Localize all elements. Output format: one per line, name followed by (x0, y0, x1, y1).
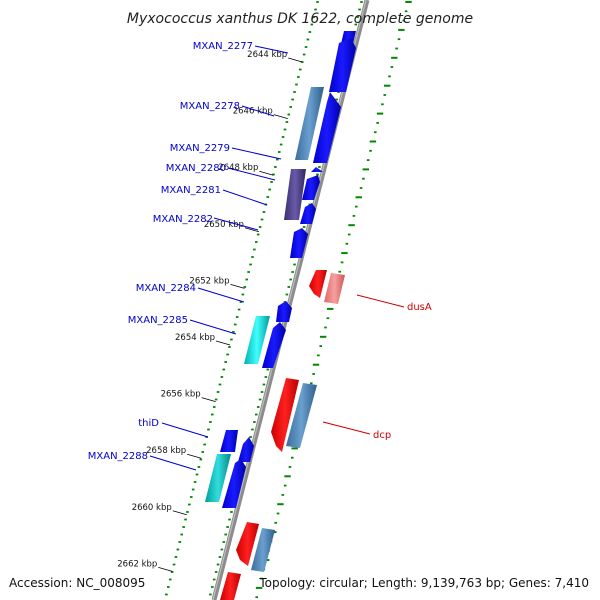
gene-mxan-2283[interactable] (290, 228, 308, 258)
gene-mxan-2288[interactable] (222, 459, 246, 508)
gene-mxan-2281-purple[interactable] (284, 169, 306, 220)
accession-text: Accession: NC_008095 (9, 576, 145, 590)
gene-thid[interactable] (220, 430, 238, 452)
kbp-tick (259, 170, 274, 176)
genome-summary: Topology: circular; Length: 9,139,763 bp… (258, 576, 589, 590)
kbp-label: 2654 kbp (175, 333, 215, 343)
tick-ring-left (165, 1, 319, 596)
forward-genes (205, 31, 356, 508)
gene-mxan-2285[interactable] (262, 322, 286, 368)
gene-thid-2[interactable] (238, 437, 254, 462)
gene-label[interactable]: MXAN_2282 (153, 214, 213, 225)
kbp-tick (288, 57, 303, 63)
kbp-tick (215, 340, 231, 346)
kbp-tick (158, 567, 173, 572)
genome-backbone-highlight (212, 0, 367, 600)
gene-steel-lower[interactable] (251, 528, 275, 572)
kbp-tick (172, 510, 187, 516)
gene-dusa[interactable] (309, 270, 327, 298)
kbp-tick (273, 114, 288, 119)
kbp-label: 2646 kbp (233, 107, 273, 117)
gene-label[interactable]: MXAN_2288 (88, 451, 148, 462)
kbp-tick (244, 227, 260, 233)
kbp-tick (230, 284, 245, 289)
gene-mxan-2281[interactable] (302, 175, 320, 200)
kbp-label: 2662 kbp (117, 559, 157, 569)
gene-label[interactable]: MXAN_2280 (166, 163, 226, 174)
gene-dcp[interactable] (271, 378, 299, 452)
gene-labels-left: MXAN_2277 MXAN_2278 MXAN_2279 MXAN_2280 … (88, 41, 253, 462)
gene-dusa-pink[interactable] (324, 273, 345, 304)
gene-label[interactable]: dusA (407, 302, 432, 313)
gene-dcp-steel[interactable] (286, 383, 317, 448)
gene-label[interactable]: MXAN_2279 (170, 143, 230, 154)
gene-mxan-2277[interactable] (329, 38, 356, 92)
map-title: Myxococcus xanthus DK 1622, complete gen… (127, 11, 473, 27)
gene-red-lower-1[interactable] (236, 522, 259, 566)
kbp-tick (201, 397, 216, 402)
gene-label[interactable]: MXAN_2277 (193, 41, 253, 52)
kbp-label: 2658 kbp (146, 446, 186, 456)
gene-label[interactable]: MXAN_2281 (161, 185, 221, 196)
gene-mxan-2278[interactable] (295, 87, 324, 160)
gene-label[interactable]: thiD (138, 418, 159, 429)
kbp-scale: 2644 kbp 2646 kbp 2648 kbp 2650 kbp 2652 kbp… (117, 50, 303, 572)
gene-label[interactable]: MXAN_2278 (180, 101, 240, 112)
gene-labels-right: dusA dcp (373, 302, 432, 441)
gene-label[interactable]: MXAN_2285 (128, 315, 188, 326)
kbp-label: 2650 kbp (204, 220, 244, 230)
kbp-label: 2644 kbp (247, 50, 287, 60)
gene-label-leaders (149, 45, 405, 471)
gene-mxan-2279[interactable] (313, 92, 341, 163)
gene-red-lower-2[interactable] (220, 572, 241, 600)
gene-mxan-2284[interactable] (276, 301, 292, 322)
kbp-tick (187, 453, 202, 459)
reverse-genes (220, 270, 345, 600)
gene-label[interactable]: MXAN_2284 (136, 283, 196, 294)
kbp-label: 2648 kbp (218, 163, 258, 173)
kbp-label: 2660 kbp (132, 503, 172, 513)
gene-label[interactable]: dcp (373, 430, 391, 441)
gene-mxan-2282[interactable] (300, 203, 316, 224)
kbp-label: 2652 kbp (189, 276, 229, 286)
gene-mxan-2288-cyan[interactable] (205, 454, 231, 502)
gene-mxan-2285-cyan[interactable] (244, 316, 270, 364)
gene-mxan-2280[interactable] (311, 167, 323, 172)
kbp-label: 2656 kbp (161, 390, 201, 400)
genome-backbone (211, 0, 370, 600)
